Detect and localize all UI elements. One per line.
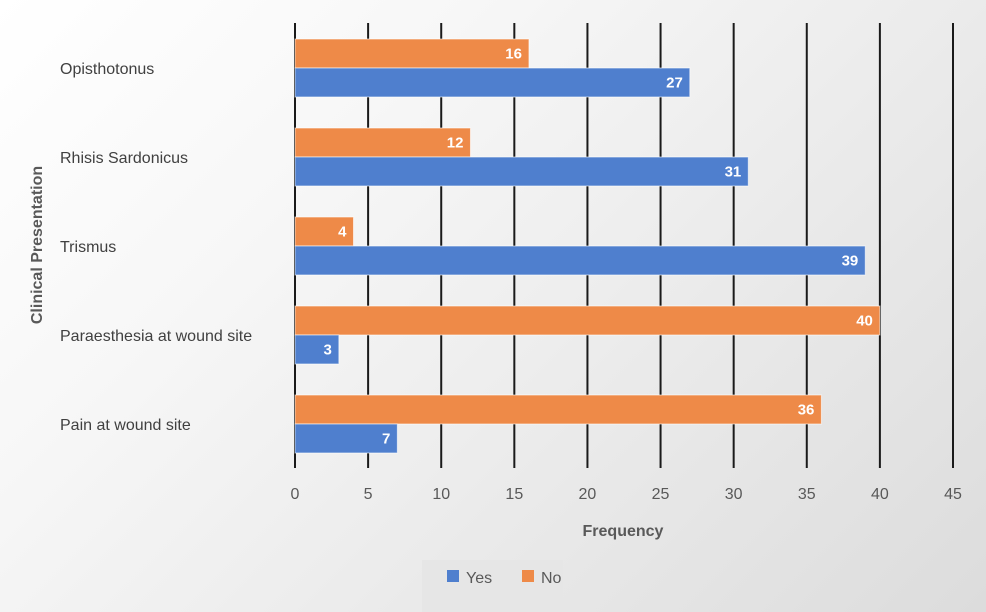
data-label: 3 — [324, 342, 332, 359]
data-label: 4 — [338, 224, 347, 241]
yes-bar — [294, 334, 340, 365]
x-tick-label: 40 — [871, 486, 889, 503]
category-label: Trismus — [60, 239, 116, 256]
legend-swatch — [522, 570, 534, 582]
yes-bar — [294, 156, 749, 187]
x-tick-label: 45 — [944, 486, 962, 503]
yes-bar — [294, 67, 691, 98]
no-bar — [294, 305, 881, 336]
category-label: Opisthotonus — [60, 61, 154, 78]
data-label: 31 — [725, 164, 742, 181]
category-label: Paraesthesia at wound site — [60, 328, 252, 345]
x-axis-title: Frequency — [583, 523, 664, 540]
no-bar — [294, 216, 354, 247]
data-label: 36 — [798, 402, 815, 419]
bars — [294, 38, 881, 454]
data-label: 16 — [505, 46, 522, 63]
legend-label: Yes — [466, 570, 492, 587]
x-tick-label: 20 — [579, 486, 597, 503]
x-tick-label: 35 — [798, 486, 816, 503]
x-tick-label: 0 — [291, 486, 300, 503]
category-labels: Opisthotonus Rhisis Sardonicus Trismus Para… — [60, 61, 252, 434]
data-label: 12 — [447, 135, 464, 152]
no-bar — [294, 127, 471, 158]
x-tick-label: 25 — [652, 486, 670, 503]
x-tick-label: 30 — [725, 486, 743, 503]
no-bar — [294, 38, 530, 69]
data-label: 27 — [666, 75, 683, 92]
y-axis-title: Clinical Presentation — [29, 166, 46, 324]
x-tick-labels: 0 5 10 15 20 25 30 35 40 45 — [291, 486, 962, 503]
data-label: 7 — [382, 431, 390, 448]
data-label: 40 — [856, 313, 873, 330]
category-label: Rhisis Sardonicus — [60, 150, 188, 167]
yes-bar — [294, 423, 398, 454]
category-label: Pain at wound site — [60, 417, 191, 434]
data-labels: 16 27 12 31 4 39 40 3 36 7 — [324, 46, 873, 448]
no-bar — [294, 394, 822, 425]
legend-swatch — [447, 570, 459, 582]
legend-label: No — [541, 570, 562, 587]
legend: Yes No — [447, 570, 562, 587]
yes-bar — [294, 245, 866, 276]
legend-box — [422, 560, 563, 612]
x-tick-label: 10 — [432, 486, 450, 503]
x-tick-label: 5 — [364, 486, 373, 503]
x-tick-label: 15 — [505, 486, 523, 503]
data-label: 39 — [842, 253, 859, 270]
